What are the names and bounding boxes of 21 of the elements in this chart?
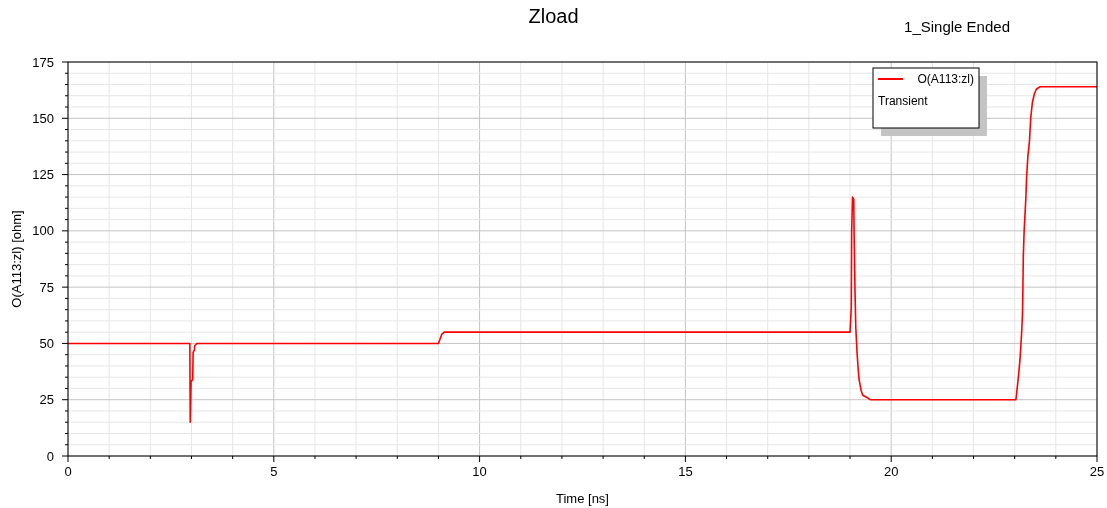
y-tick-label: 25 — [39, 392, 54, 408]
x-tick-label: 25 — [1089, 464, 1105, 479]
y-tick-label: 150 — [32, 110, 54, 126]
legend-title: Transient — [878, 94, 929, 109]
y-axis-title: O(A113:zl) [ohm] — [9, 210, 24, 308]
x-tick-label: 20 — [883, 464, 899, 479]
x-tick-label: 10 — [472, 464, 487, 479]
y-tick-label: 75 — [39, 279, 54, 295]
y-tick-label: 50 — [39, 335, 54, 351]
line-series — [67, 85, 1098, 424]
x-tick-label: 0 — [64, 464, 72, 479]
y-tick-label: 175 — [32, 54, 54, 70]
chart-title: Zload — [528, 5, 579, 27]
x-tick-label: 15 — [678, 464, 693, 479]
x-tick-label: 5 — [270, 464, 278, 479]
x-axis-title: Time [ns] — [556, 491, 609, 506]
legend-label: O(A113:zl) — [917, 72, 974, 87]
y-tick-label: 100 — [32, 223, 54, 239]
text: 1_Single Ended — [904, 18, 1010, 35]
y-tick-label: 0 — [46, 448, 54, 464]
y-tick-label: 125 — [32, 167, 54, 183]
